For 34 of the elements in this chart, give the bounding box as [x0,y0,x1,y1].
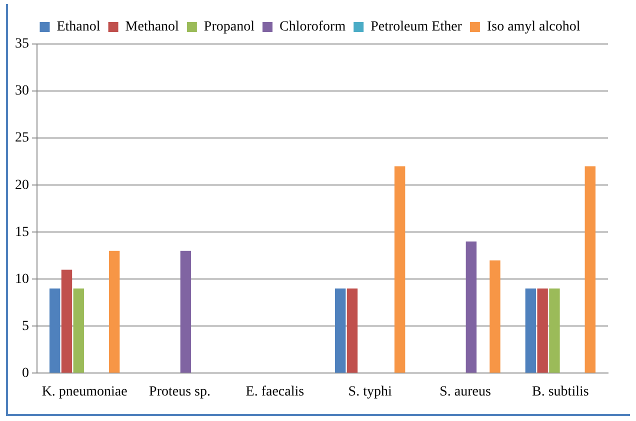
legend-label: Petroleum Ether [370,20,462,35]
bar [334,288,346,373]
x-tick-label: E. faecalis [246,384,304,400]
bar [180,250,192,373]
bar [346,288,358,373]
legend-label: Chloroform [279,20,346,35]
legend-label: Iso amyl alcohol [486,20,580,35]
bar [549,288,560,373]
y-tick-label: 5 [22,318,29,334]
y-tick-label: 30 [15,84,29,99]
bar [394,166,406,373]
bar [525,288,536,373]
y-tick-label: 20 [15,178,29,193]
x-tick-label: S. typhi [348,384,392,400]
x-tick-label: Proteus sp. [149,384,210,400]
y-tick-label: 10 [15,272,29,287]
bar [584,166,596,373]
legend-label: Ethanol [56,20,100,35]
bar [108,250,120,373]
bar [49,288,60,373]
y-tick-label: 35 [15,36,29,52]
x-tick-label: S. aureus [440,384,491,400]
y-tick-label: 15 [15,224,29,240]
x-tick-label: B. subtilis [532,384,589,400]
bar [537,288,548,373]
bar [73,288,84,373]
legend-label: Methanol [125,20,180,35]
y-tick-label: 25 [15,130,29,146]
bar [490,260,500,373]
bar [61,270,72,373]
legend-label: Propanol [204,20,255,35]
y-tick-label: 0 [22,366,29,381]
x-tick-label: K. pneumoniae [42,384,128,400]
bar [466,242,477,373]
